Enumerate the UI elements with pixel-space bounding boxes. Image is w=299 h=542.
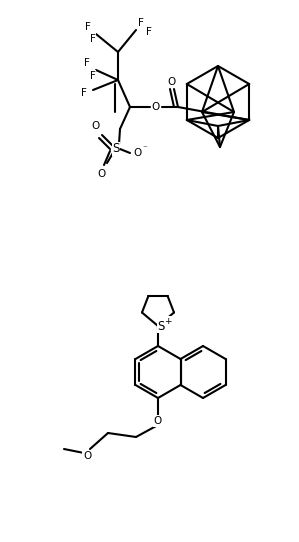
Text: +: + [164, 317, 172, 326]
Text: S: S [157, 319, 165, 332]
Text: O: O [98, 169, 106, 179]
Text: F: F [146, 27, 152, 37]
Text: O: O [83, 451, 91, 461]
Text: F: F [85, 22, 91, 32]
Text: O: O [92, 121, 100, 131]
Text: ⁻: ⁻ [143, 145, 147, 153]
Text: S: S [112, 143, 120, 156]
Text: F: F [90, 71, 96, 81]
Text: O: O [133, 148, 141, 158]
Text: O: O [152, 102, 160, 112]
Text: F: F [90, 34, 96, 44]
Text: F: F [84, 58, 90, 68]
Text: O: O [168, 77, 176, 87]
Text: F: F [138, 18, 144, 28]
Text: F: F [81, 88, 87, 98]
Text: O: O [154, 416, 162, 426]
